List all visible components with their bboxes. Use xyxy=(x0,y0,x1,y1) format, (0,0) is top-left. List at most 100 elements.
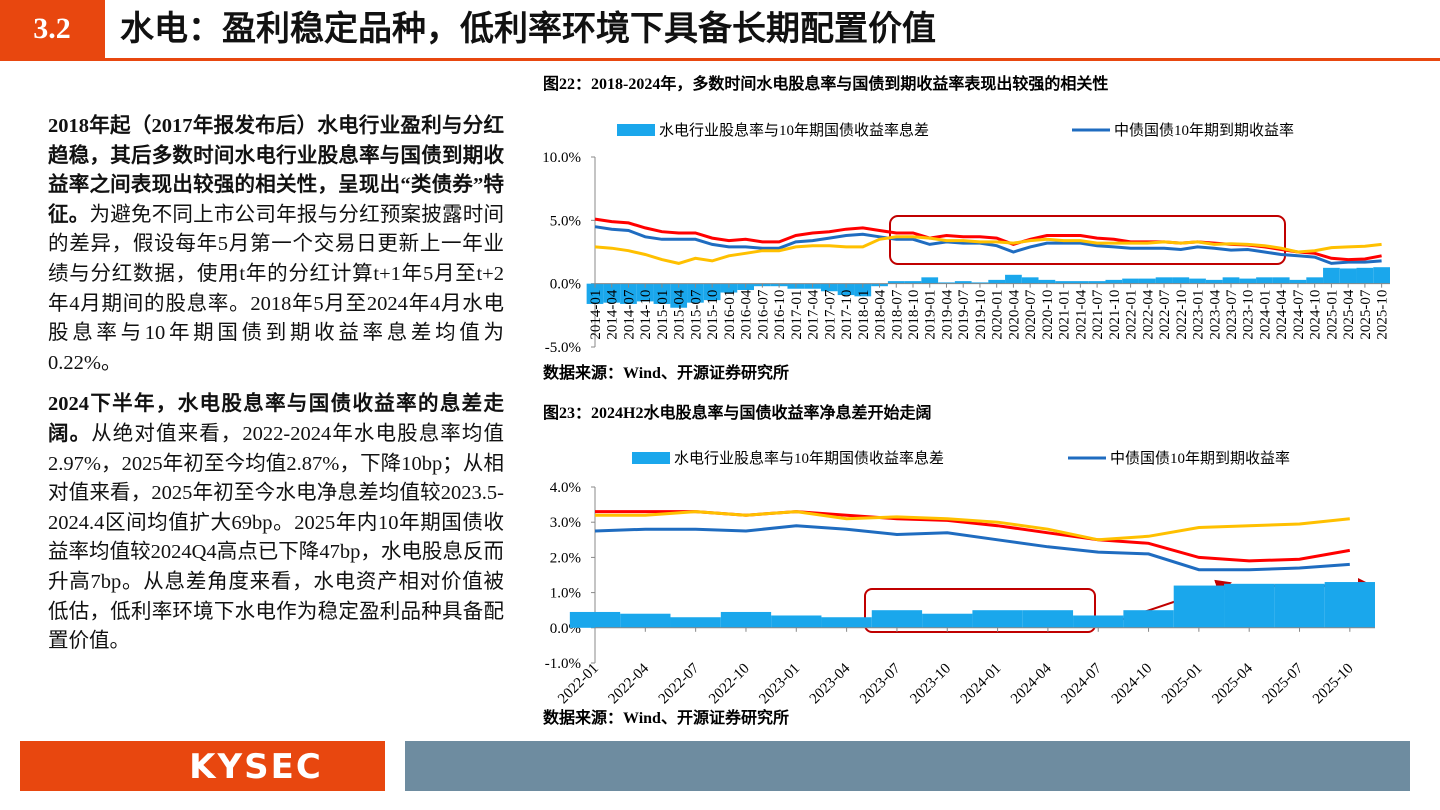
x-tick-label: 2025-01 xyxy=(1324,290,1340,340)
x-tick-label: 2023-04 xyxy=(807,660,854,707)
y-tick-label: 3.0% xyxy=(550,515,581,531)
spread-bar xyxy=(1239,278,1257,284)
x-tick-label: 2019-01 xyxy=(923,290,939,340)
x-tick-label: 2022-04 xyxy=(1140,289,1156,339)
spread-bar xyxy=(1224,583,1275,628)
spread-bar xyxy=(1055,281,1072,284)
legend-label: 中债国债10年期到期收益率 xyxy=(1114,122,1294,139)
x-tick-label: 2025-04 xyxy=(1341,289,1357,339)
legend-label: 水电行业股息率与10年期国债收益率息差 xyxy=(674,450,944,467)
x-tick-label: 2020-01 xyxy=(990,290,1006,340)
y-tick-label: 4.0% xyxy=(550,480,581,496)
y-tick-label: 10.0% xyxy=(542,150,581,166)
spread-bar xyxy=(921,277,939,284)
spread-bar xyxy=(653,283,671,304)
x-tick-label: 2023-07 xyxy=(857,660,904,707)
spread-bar xyxy=(1173,585,1225,628)
spread-bar xyxy=(1205,279,1223,284)
spread-bar xyxy=(938,282,955,284)
x-tick-label: 2020-04 xyxy=(1006,289,1022,339)
source-note: 数据来源：Wind、开源证券研究所 xyxy=(543,363,789,382)
series-line xyxy=(594,217,1382,262)
x-tick-label: 2014-07 xyxy=(621,289,637,339)
spread-bar xyxy=(620,283,637,304)
x-tick-label: 2024-07 xyxy=(1291,289,1307,339)
x-tick-label: 2024-10 xyxy=(1109,661,1156,708)
spread-bar xyxy=(887,281,905,284)
x-tick-label: 2025-01 xyxy=(1159,661,1206,708)
spread-bar xyxy=(1356,267,1374,284)
spread-bar xyxy=(1155,277,1173,284)
x-tick-label: 2020-07 xyxy=(1023,289,1039,339)
x-tick-label: 2016-10 xyxy=(772,290,788,340)
footer-bar xyxy=(405,741,1410,791)
logo: KYSEC xyxy=(189,747,323,787)
x-tick-label: 2023-01 xyxy=(756,661,803,708)
spread-bar xyxy=(971,282,989,284)
x-tick-label: 2022-10 xyxy=(1174,290,1190,340)
legend-swatch xyxy=(617,124,655,136)
x-tick-label: 2017-07 xyxy=(822,289,838,339)
x-tick-label: 2015-01 xyxy=(655,290,671,340)
spread-bar xyxy=(620,613,671,628)
x-tick-label: 2022-07 xyxy=(1157,289,1173,339)
spread-bar xyxy=(586,283,604,304)
x-tick-label: 2021-04 xyxy=(1073,289,1089,339)
paragraph: 2018年起（2017年报发布后）水电行业盈利与分红趋稳，其后多数时间水电行业股… xyxy=(48,112,504,378)
x-tick-label: 2014-10 xyxy=(638,290,654,340)
paragraph-text: 从绝对值来看，2022-2024年水电股息率均值2.97%，2025年初至今均值… xyxy=(48,422,505,653)
spread-bar xyxy=(771,615,822,628)
legend-label: 中债国债10年期到期收益率 xyxy=(1110,450,1290,467)
x-tick-label: 2024-07 xyxy=(1058,660,1105,707)
x-tick-label: 2024-10 xyxy=(1308,290,1324,340)
highlight-box xyxy=(864,588,1096,633)
y-tick-label: -1.0% xyxy=(545,656,581,672)
series-line xyxy=(595,510,1350,542)
spread-bar xyxy=(1289,279,1307,284)
logo-bar xyxy=(20,741,385,791)
spread-bar xyxy=(569,611,621,628)
spread-bar xyxy=(603,283,621,303)
spread-bar xyxy=(1306,277,1324,284)
x-tick-label: 2023-10 xyxy=(907,661,954,708)
legend-swatch xyxy=(632,452,670,464)
x-tick-label: 2022-01 xyxy=(1124,290,1140,340)
spread-bar xyxy=(1339,268,1357,284)
x-tick-label: 2023-07 xyxy=(1224,289,1240,339)
spread-bar xyxy=(670,283,688,308)
section-number: 3.2 xyxy=(33,12,71,45)
x-tick-label: 2024-01 xyxy=(958,661,1005,708)
paragraph-text: 为避免不同上市公司年报与分红预案披露时间的差异，假设每年5月第一个交易日更新上一… xyxy=(48,203,505,374)
x-tick-label: 2014-04 xyxy=(605,289,621,339)
spread-bar xyxy=(1324,582,1375,628)
spread-bar xyxy=(1122,278,1139,284)
x-tick-label: 2015-04 xyxy=(672,289,688,339)
spread-bar xyxy=(1022,610,1074,628)
bold-lead: 2018年起（2017年报发布后）水电行业盈利与分红趋稳，其后多数时间水电行业股… xyxy=(48,115,504,226)
y-tick-label: 1.0% xyxy=(550,586,581,602)
section-box xyxy=(0,0,105,58)
x-tick-label: 2016-01 xyxy=(722,290,738,340)
spread-bar xyxy=(871,610,923,628)
x-tick-label: 2019-04 xyxy=(939,289,955,339)
x-tick-label: 2024-04 xyxy=(1274,289,1290,339)
x-tick-label: 2015-10 xyxy=(705,290,721,340)
x-tick-label: 2024-01 xyxy=(1257,290,1273,340)
spread-bar xyxy=(636,283,654,302)
spread-bar xyxy=(1138,278,1156,284)
x-tick-label: 2025-07 xyxy=(1358,289,1374,339)
x-tick-label: 2017-01 xyxy=(789,290,805,340)
spread-bar xyxy=(1088,281,1106,284)
spread-bar xyxy=(1274,583,1325,628)
spread-bar xyxy=(904,281,922,284)
x-tick-label: 2025-04 xyxy=(1209,660,1256,707)
spread-bar xyxy=(703,283,721,301)
x-tick-label: 2014-01 xyxy=(588,290,604,340)
x-tick-label: 2018-07 xyxy=(889,289,905,339)
y-tick-label: 5.0% xyxy=(550,213,581,229)
x-tick-label: 2020-10 xyxy=(1040,290,1056,340)
y-tick-label: 0.0% xyxy=(550,277,581,293)
spread-bar xyxy=(1189,278,1206,284)
body-text: 2018年起（2017年报发布后）水电行业盈利与分红趋稳，其后多数时间水电行业股… xyxy=(48,112,504,669)
